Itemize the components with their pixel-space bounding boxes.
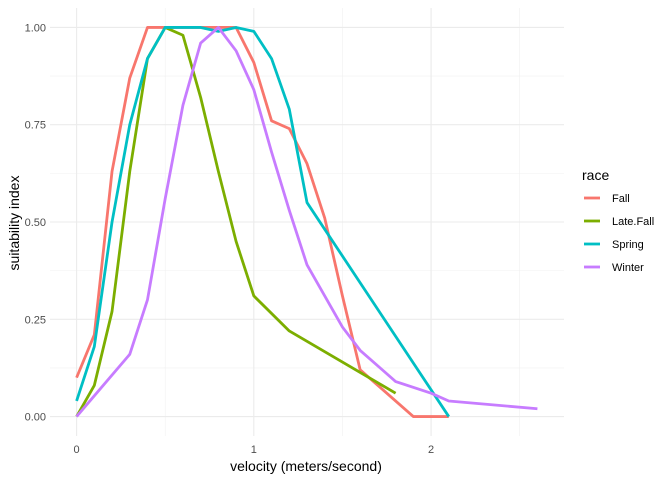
- legend-title: race: [582, 167, 609, 183]
- x-axis-title: velocity (meters/second): [230, 458, 382, 474]
- y-tick-label: 0.50: [25, 217, 46, 229]
- series-line-spring: [75, 26, 450, 418]
- grid-major: [50, 8, 564, 436]
- y-axis-ticks: 0.00 0.25 0.50 0.75 1.00: [25, 22, 46, 423]
- legend-items: Fall Late.Fall Spring Winter: [584, 193, 654, 274]
- y-axis-title: suitability index: [6, 176, 22, 271]
- grid-minor: [50, 8, 564, 436]
- x-tick-label: 1: [251, 444, 257, 456]
- y-tick-label: 0.75: [25, 120, 46, 132]
- series-lines: [75, 26, 538, 418]
- x-tick-label: 2: [428, 444, 434, 456]
- series-line-late-fall: [75, 26, 397, 418]
- y-tick-label: 1.00: [25, 22, 46, 34]
- y-tick-label: 0.25: [25, 314, 46, 326]
- x-axis-ticks: 0 1 2: [74, 444, 435, 456]
- legend-label-fall: Fall: [612, 193, 630, 205]
- legend-label-late-fall: Late.Fall: [612, 216, 654, 228]
- y-tick-label: 0.00: [25, 412, 46, 424]
- series-line-winter: [75, 26, 538, 418]
- x-tick-label: 0: [74, 444, 80, 456]
- legend-label-spring: Spring: [612, 239, 644, 251]
- legend: race Fall Late.Fall Spring Winter: [582, 167, 654, 274]
- legend-label-winter: Winter: [612, 262, 644, 274]
- series-line-fall: [75, 26, 449, 418]
